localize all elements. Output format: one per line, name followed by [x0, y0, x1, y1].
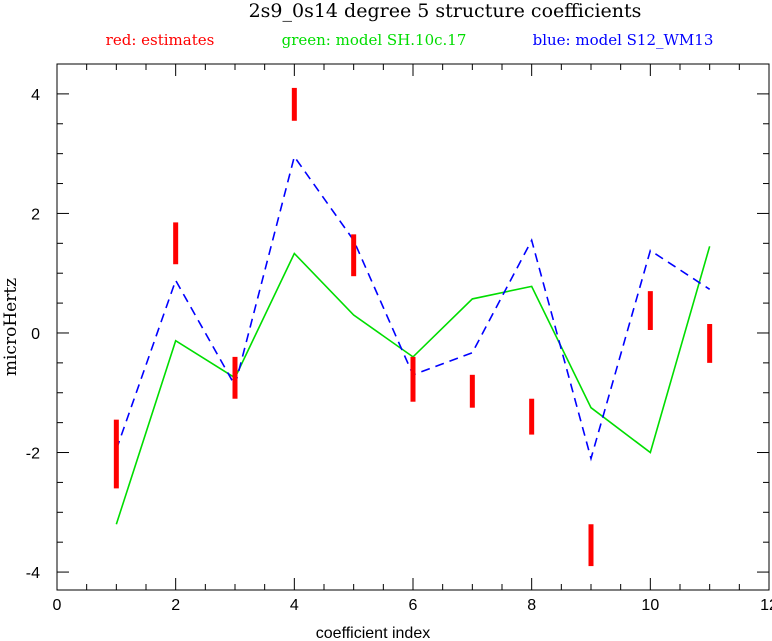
- legend-entry: blue: model S12_WM13: [533, 31, 714, 49]
- axis-ticks: [56, 63, 770, 590]
- x-tick-label: 10: [641, 597, 659, 614]
- y-tick-label: -4: [26, 565, 40, 582]
- legend-entry: red: estimates: [106, 31, 215, 49]
- chart-title: 2s9_0s14 degree 5 structure coefficients: [249, 0, 642, 22]
- estimate-bar: [588, 524, 594, 567]
- estimate-bar: [410, 356, 416, 402]
- estimate-bar: [351, 234, 357, 277]
- y-tick-label: 4: [31, 87, 40, 104]
- estimate-bar: [113, 419, 119, 489]
- plot-frame: [56, 63, 770, 591]
- y-axis-label: microHertz: [1, 278, 21, 376]
- x-axis-label: coefficient index: [316, 625, 430, 641]
- estimate-bar: [173, 222, 179, 265]
- tick-labels: 0 2 4 6 8 10 12 -4 -2 0 2 4: [26, 87, 772, 614]
- estimate-bar: [707, 324, 713, 363]
- y-tick-label: 0: [31, 326, 40, 343]
- estimate-bar: [232, 356, 238, 399]
- y-tick-label: 2: [31, 206, 40, 223]
- x-tick-label: 0: [53, 597, 62, 614]
- x-tick-label: 6: [409, 597, 418, 614]
- x-tick-label: 12: [760, 597, 772, 614]
- series-layer: [115, 154, 711, 525]
- y-tick-label: -2: [26, 446, 40, 463]
- estimates-layer: [113, 87, 713, 567]
- x-tick-label: 8: [527, 597, 536, 614]
- estimate-bar: [469, 374, 475, 408]
- x-tick-label: 4: [290, 597, 299, 614]
- legend: red: estimates green: model SH.10c.17 blue…: [106, 31, 714, 49]
- estimate-bar: [291, 87, 297, 121]
- x-tick-label: 2: [171, 597, 180, 614]
- series-line-1: [115, 154, 711, 462]
- estimate-bar: [529, 398, 535, 435]
- estimate-bar: [647, 291, 653, 330]
- legend-entry: green: model SH.10c.17: [282, 31, 467, 49]
